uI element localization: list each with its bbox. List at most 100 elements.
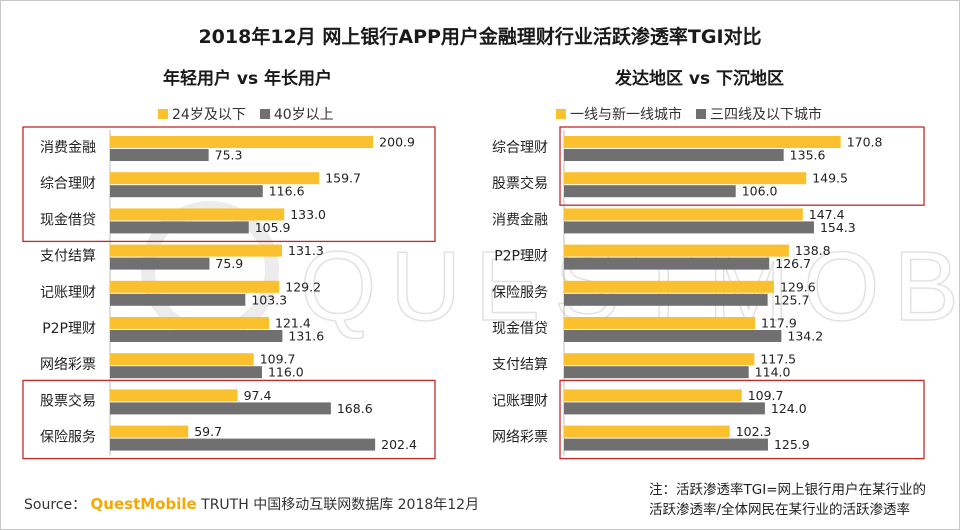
right-bar-series1 [564,425,730,438]
source-brand: QuestMobile [90,495,197,513]
right-data-label: 126.7 [775,256,811,271]
left-bar-series1 [110,208,285,221]
right-bar-series1 [564,280,774,293]
left-category-label: 综合理财 [40,176,96,192]
left-legend-label-1: 24岁及以下 [172,107,246,123]
legend-swatch-gray [696,109,706,119]
left-bar-series1 [110,136,374,148]
left-bar-series1 [110,280,280,293]
left-data-label: 159.7 [325,171,361,186]
left-category-label: 网络彩票 [40,357,96,373]
left-category-label: 股票交易 [40,392,96,409]
right-bar-series1 [564,172,807,185]
right-data-label: 109.7 [748,388,784,403]
right-bar-series1 [564,317,755,329]
left-category-label: 记账理财 [40,285,96,301]
right-data-label: 114.0 [755,365,791,380]
left-data-label: 97.4 [244,388,272,403]
left-data-label: 131.3 [288,243,324,258]
left-highlight-box [22,379,436,460]
left-data-label: 200.9 [379,135,415,150]
right-category-label: 现金借贷 [492,321,548,337]
footnote-line-2: 活跃渗透率/全体网民在某行业的活跃渗透率 [649,502,911,518]
footnote: 注：活跃渗透率TGI=网上银行用户在某行业的 活跃渗透率/全体网民在某行业的活跃… [649,480,926,520]
right-legend: 一线与新一线城市 三四线及以下城市 [556,104,836,124]
left-data-label: 131.6 [288,329,324,344]
left-data-label: 75.9 [215,256,243,271]
left-data-label: 133.0 [290,207,326,222]
right-bar-series2 [564,257,770,270]
right-data-label: 134.2 [787,329,823,344]
right-bar-series2 [564,149,784,161]
right-data-label: 106.0 [742,184,778,199]
source-line: Source： QuestMobile TRUTH 中国移动互联网数据库 201… [24,494,479,514]
footnote-line-1: 注：活跃渗透率TGI=网上银行用户在某行业的 [649,482,926,498]
left-category-label: 保险服务 [40,430,96,446]
right-category-label: 消费金融 [492,212,548,228]
right-category-label: 综合理财 [492,140,548,156]
left-bar-series2 [110,330,283,342]
left-data-label: 105.9 [255,220,291,235]
left-data-label: 59.7 [194,424,222,439]
left-bar-series2 [110,149,209,161]
legend-swatch-yellow [158,109,168,119]
right-category-label: P2P理财 [494,249,548,265]
left-category-label: P2P理财 [42,321,96,337]
left-bar-series1 [110,389,238,402]
left-category-label: 支付结算 [40,249,96,265]
left-category-label: 消费金融 [40,140,96,156]
left-category-label: 现金借贷 [40,212,96,228]
right-data-label: 154.3 [820,220,856,235]
left-bar-series1 [110,172,320,185]
right-data-label: 102.3 [736,424,772,439]
left-legend-item-1: 24岁及以下 [158,104,246,124]
legend-swatch-yellow [556,109,566,119]
left-chart-title: 年轻用户 vs 年长用户 [163,69,333,89]
left-bar-series2 [110,221,249,234]
right-bar-series2 [564,438,768,451]
left-data-label: 103.3 [251,292,287,307]
legend-swatch-gray [259,109,270,119]
right-bar-series1 [564,244,789,257]
right-bar-series2 [564,221,814,234]
right-highlight-box [559,126,925,206]
right-data-label: 138.8 [795,243,831,258]
right-data-label: 147.4 [809,207,845,222]
left-data-label: 202.4 [381,437,417,452]
right-category-label: 股票交易 [492,175,548,192]
right-category-label: 网络彩票 [492,430,548,446]
left-bar-series2 [110,438,376,451]
right-data-label: 135.6 [790,148,826,163]
left-bar-series2 [110,257,210,270]
source-label: Source： [24,497,87,513]
right-data-label: 170.8 [847,135,883,150]
source-text: TRUTH 中国移动互联网数据库 2018年12月 [201,497,480,513]
right-legend-label-1: 一线与新一线城市 [570,107,682,123]
right-data-label: 129.6 [780,279,816,294]
left-bar-series2 [110,293,246,306]
right-category-label: 支付结算 [492,357,548,373]
left-legend-label-2: 40岁以上 [273,107,334,123]
left-data-label: 129.2 [285,279,321,294]
right-bar-series2 [564,366,749,379]
left-data-label: 75.3 [215,148,243,163]
right-bar-series2 [564,402,765,415]
right-legend-label-2: 三四线及以下城市 [710,107,822,123]
left-bar-series1 [110,425,189,438]
left-bar-series1 [110,317,270,329]
right-highlight-box [559,379,925,460]
left-bar-series2 [110,185,263,198]
page-title: 2018年12月 网上银行APP用户金融理财行业活跃渗透率TGI对比 [198,26,762,48]
right-category-label: 记账理财 [492,393,548,409]
left-bar-series1 [110,353,254,366]
left-data-label: 121.4 [275,316,311,331]
left-legend: 24岁及以下 40岁以上 [158,104,348,124]
right-data-label: 125.7 [774,292,810,307]
right-data-label: 149.5 [812,171,848,186]
right-bar-series2 [564,330,782,342]
right-data-label: 124.0 [771,401,807,416]
right-bar-series2 [564,293,768,306]
right-bar-series1 [564,389,742,402]
